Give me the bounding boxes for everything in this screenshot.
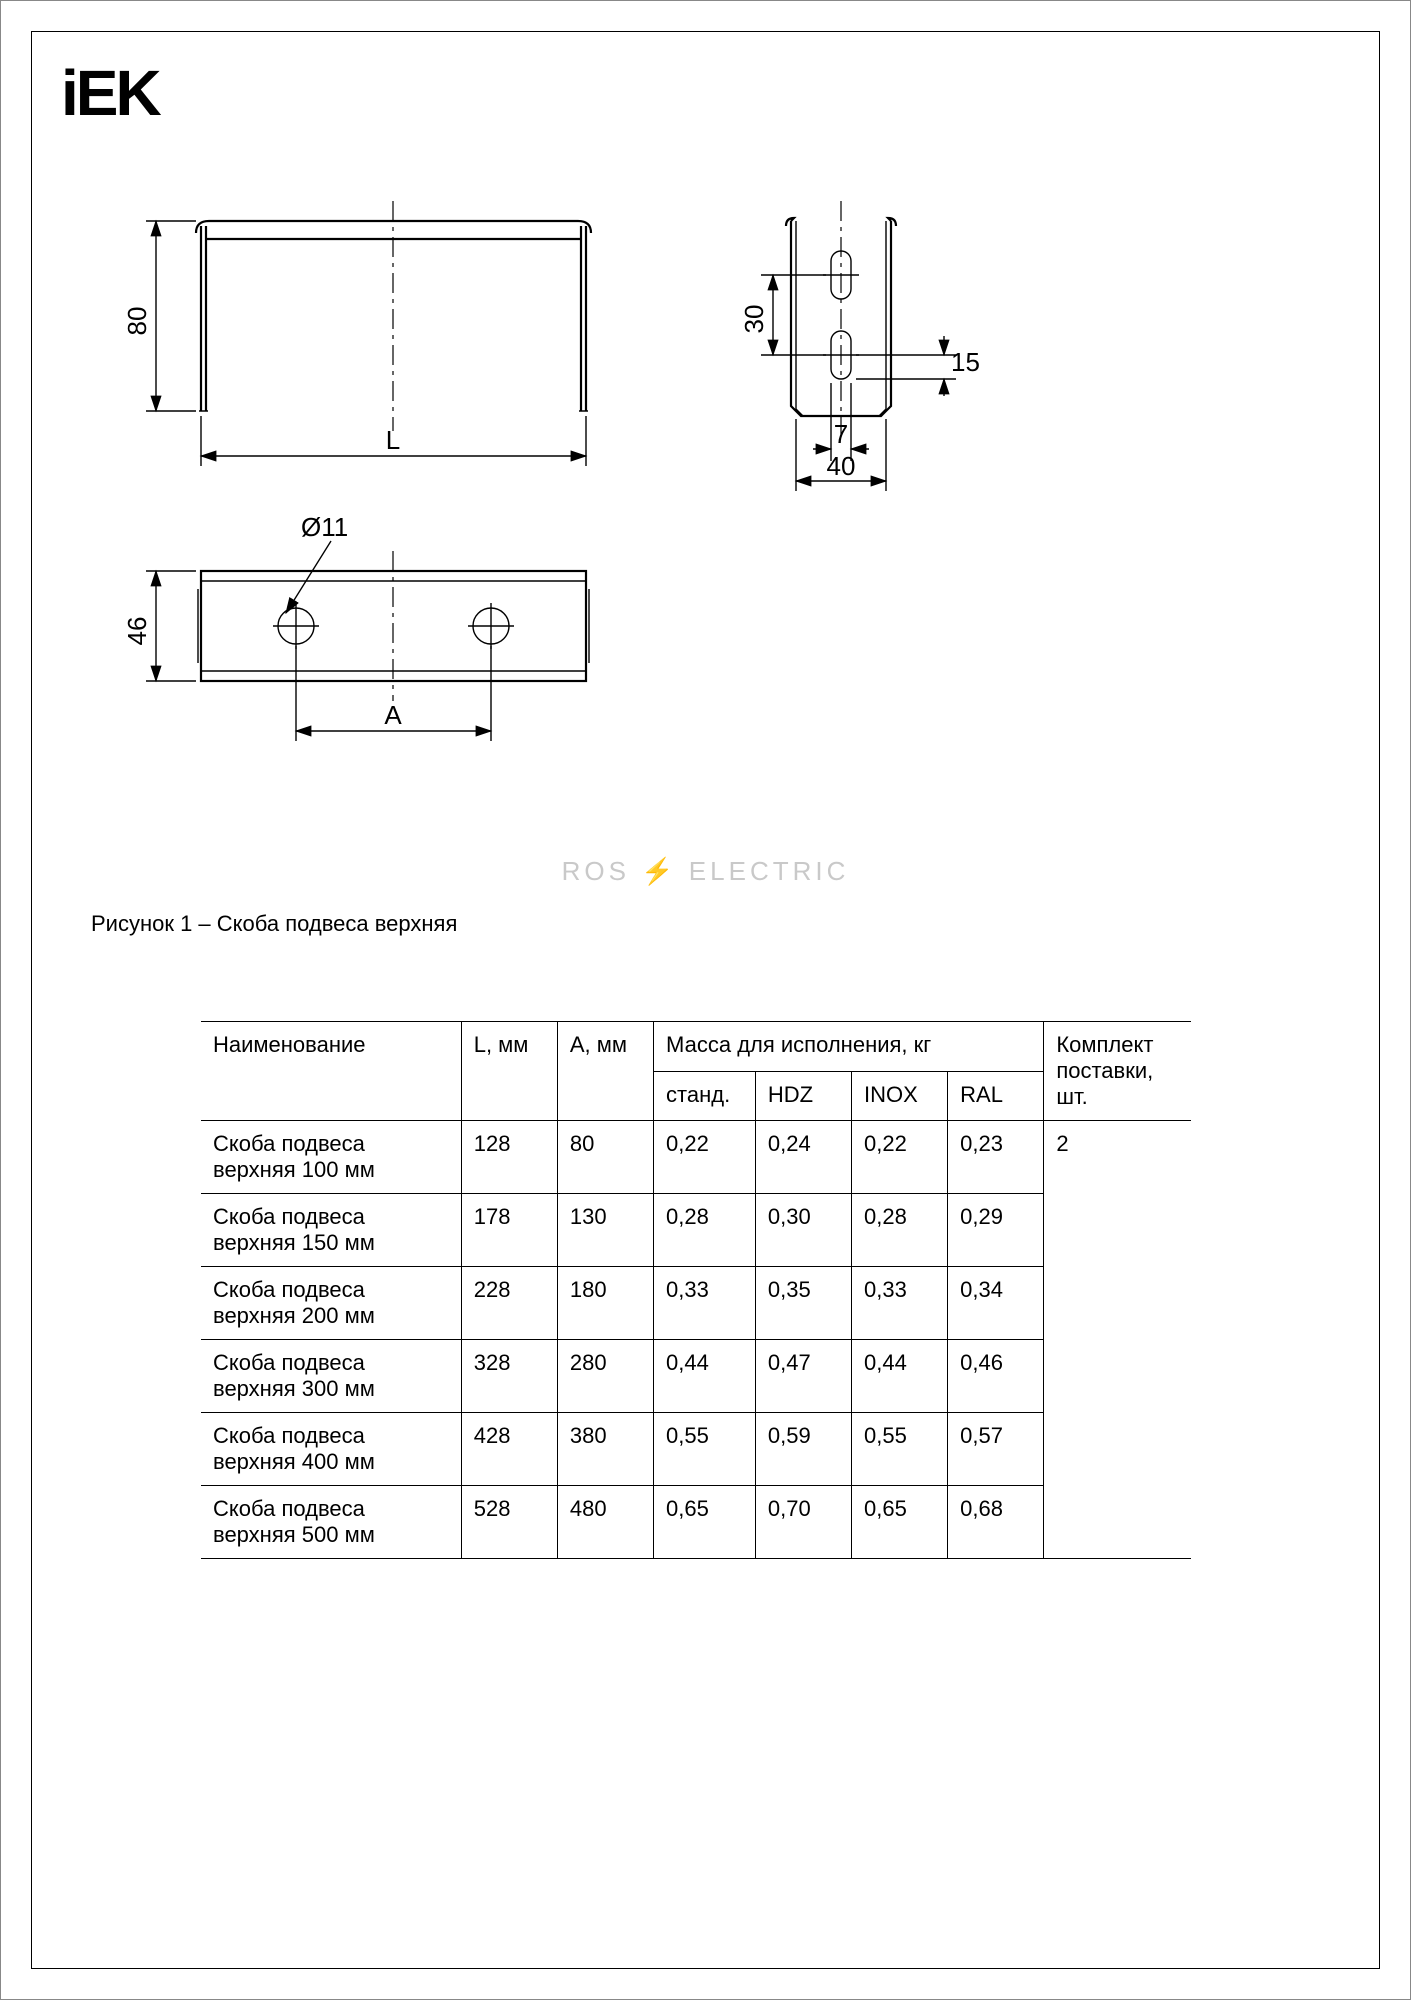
svg-text:A: A (384, 700, 402, 730)
svg-text:30: 30 (739, 305, 769, 334)
side-view: 30 15 7 40 (739, 201, 980, 491)
svg-text:80: 80 (122, 307, 152, 336)
svg-text:L: L (386, 425, 400, 455)
page: iEK (0, 0, 1411, 2000)
top-view: 46 A Ø11 (122, 512, 589, 741)
svg-text:40: 40 (827, 451, 856, 481)
spec-table: Наименование L, мм A, мм Масса для испол… (201, 1021, 1191, 1559)
technical-drawing: 80 L (91, 191, 1041, 831)
figure-caption: Рисунок 1 – Скоба подвеса верхняя (91, 911, 457, 937)
col-a: A, мм (557, 1022, 653, 1121)
watermark: ROS ⚡ ELECTRIC (562, 856, 850, 887)
front-view: 80 L (122, 201, 591, 466)
brand-logo: iEK (61, 56, 159, 130)
table-body: Скоба подвеса верхняя 100 мм 128 80 0,22… (201, 1121, 1191, 1559)
col-ral: RAL (948, 1071, 1044, 1121)
svg-text:7: 7 (834, 419, 848, 449)
table-row: Скоба подвеса верхняя 100 мм 128 80 0,22… (201, 1121, 1191, 1194)
set-qty: 2 (1044, 1121, 1191, 1559)
spec-table-wrap: Наименование L, мм A, мм Масса для испол… (201, 1021, 1191, 1559)
col-set: Комплект поставки, шт. (1044, 1022, 1191, 1121)
watermark-right: ELECTRIC (689, 856, 850, 886)
drawing-svg: 80 L (91, 191, 1041, 831)
col-l: L, мм (461, 1022, 557, 1121)
col-mass-group: Масса для исполнения, кг (654, 1022, 1044, 1072)
col-inox: INOX (852, 1071, 948, 1121)
table-row: Скоба подвеса верхняя 300 мм 328 280 0,4… (201, 1340, 1191, 1413)
watermark-left: ROS (562, 856, 630, 886)
svg-text:46: 46 (122, 617, 152, 646)
table-row: Скоба подвеса верхняя 200 мм 228 180 0,3… (201, 1267, 1191, 1340)
col-hdz: HDZ (755, 1071, 851, 1121)
col-std: станд. (654, 1071, 756, 1121)
table-row: Скоба подвеса верхняя 400 мм 428 380 0,5… (201, 1413, 1191, 1486)
bolt-icon: ⚡ (641, 856, 677, 886)
svg-text:15: 15 (951, 347, 980, 377)
col-name: Наименование (201, 1022, 461, 1121)
table-row: Скоба подвеса верхняя 500 мм 528 480 0,6… (201, 1486, 1191, 1559)
svg-text:Ø11: Ø11 (301, 512, 348, 542)
table-row: Скоба подвеса верхняя 150 мм 178 130 0,2… (201, 1194, 1191, 1267)
